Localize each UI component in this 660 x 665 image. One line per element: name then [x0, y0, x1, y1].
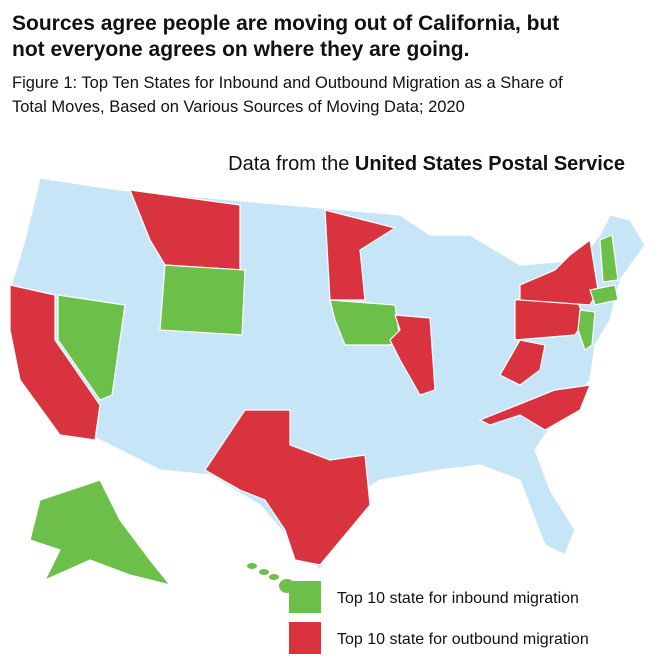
subtitle-line: Figure 1: Top Ten States for Inbound and…	[12, 74, 563, 92]
subtitle-line: Total Moves, Based on Various Sources of…	[12, 98, 465, 116]
state-north-carolina	[478, 384, 591, 431]
island	[247, 563, 257, 569]
state-connecticut-rhode-island	[589, 284, 619, 306]
state-alaska	[29, 479, 172, 587]
state-texas	[204, 409, 371, 566]
state-new-jersey	[577, 309, 596, 351]
title-line: not everyone agrees on where they are go…	[12, 38, 469, 61]
state-hawaii	[247, 563, 295, 593]
state-new-hampshire	[599, 234, 619, 283]
island	[259, 569, 269, 575]
state-minnesota	[324, 209, 397, 301]
legend-swatch	[289, 581, 321, 613]
map-heading: Data from the United States Postal Servi…	[228, 153, 625, 175]
state-illinois	[389, 314, 436, 396]
map-heading-source: United States Postal Service	[355, 153, 625, 175]
us-map	[9, 177, 646, 593]
state-nevada	[57, 294, 126, 401]
state-new-york	[519, 238, 599, 306]
map-heading-prefix: Data from the	[228, 153, 349, 175]
legend-label: Top 10 state for outbound migration	[337, 631, 589, 648]
state-california	[9, 284, 101, 441]
island	[269, 574, 279, 580]
legend-label: Top 10 state for inbound migration	[337, 590, 579, 607]
state-west-virginia	[499, 339, 546, 386]
legend-swatch	[289, 622, 321, 654]
state-wyoming	[159, 264, 246, 336]
state-iowa	[329, 299, 401, 346]
title-line: Sources agree people are moving out of C…	[12, 12, 559, 35]
